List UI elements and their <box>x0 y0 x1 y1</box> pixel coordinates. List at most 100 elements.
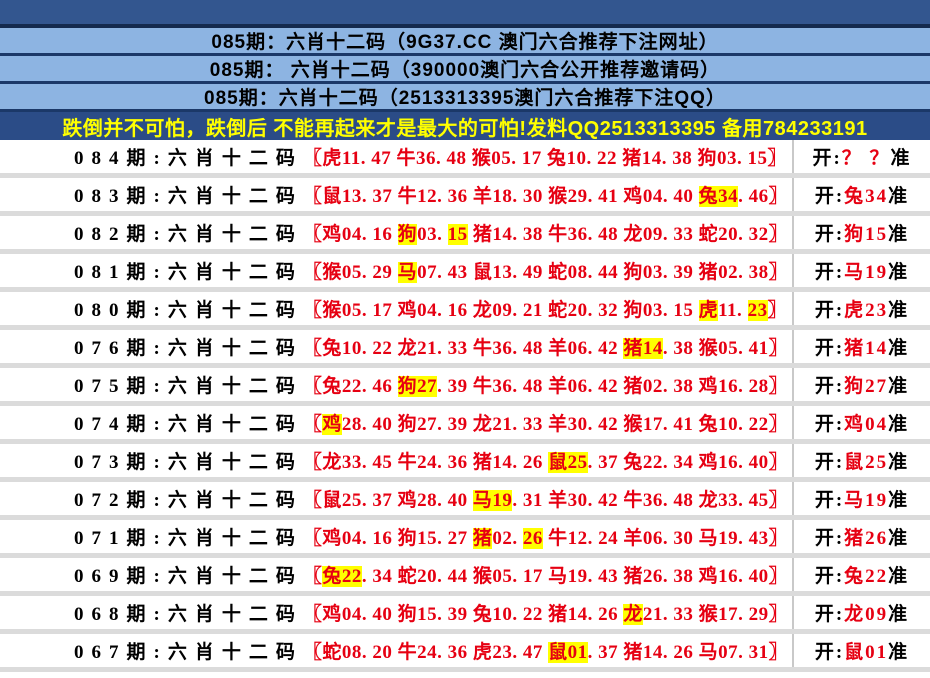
table-row: 067期:六肖十二码 〖蛇08. 20 牛24. 36 虎23. 47 鼠01. … <box>0 634 930 672</box>
row-period-label: 083期:六肖十二码 <box>74 186 303 207</box>
result-open-prefix: 开: <box>814 376 845 397</box>
result-accurate-suffix: 准 <box>888 528 910 549</box>
row-codes: 〖虎11. 47 牛36. 48 猴05. 17 兔10. 22 猪14. 38… <box>303 143 787 170</box>
result-open-prefix: 开: <box>812 148 842 169</box>
row-codes: 〖猴05. 17 鸡04. 16 龙09. 21 蛇20. 32 狗03. 15… <box>303 295 787 322</box>
code-segment-highlight: 马 <box>397 262 418 283</box>
table-row: 072期:六肖十二码 〖鼠25. 37 鸡28. 40 马19. 31 羊30. … <box>0 482 930 520</box>
result-accurate-suffix: 准 <box>888 566 910 587</box>
row-result: 开: 龙09 准 <box>794 596 930 629</box>
code-segment-highlight: 15 <box>447 224 468 245</box>
code-segment: . 38 猴05. 41〗 <box>662 338 789 359</box>
header-text: 085期：六肖十二码（9G37.CC 澳门六合推荐下注网址） <box>211 32 719 53</box>
result-value: 鼠01 <box>844 642 889 663</box>
result-open-prefix: 开: <box>814 452 845 473</box>
row-prediction: 081期:六肖十二码 〖猴05. 29 马07. 43 鼠13. 49 蛇08. … <box>0 254 794 287</box>
table-row: 083期:六肖十二码 〖鼠13. 37 牛12. 36 羊18. 30 猴29. … <box>0 178 930 216</box>
code-segment: . 37 猪14. 26 马07. 31〗 <box>587 642 789 663</box>
result-value: 猪14 <box>844 338 889 359</box>
result-value: ？ ？ <box>841 148 891 169</box>
row-period-label: 076期:六肖十二码 <box>74 338 303 359</box>
row-codes: 〖鼠13. 37 牛12. 36 羊18. 30 猴29. 41 鸡04. 40… <box>303 181 788 208</box>
code-segment: 07. 43 鼠13. 49 蛇08. 44 狗03. 39 猪02. 38〗 <box>417 262 789 283</box>
row-result: 开: 猪14 准 <box>794 330 930 363</box>
row-period-label: 071期:六肖十二码 <box>74 528 303 549</box>
row-period-label: 081期:六肖十二码 <box>74 262 303 283</box>
row-period-label: 080期:六肖十二码 <box>74 300 303 321</box>
result-accurate-suffix: 准 <box>888 186 910 207</box>
row-result: 开:？ ？准 <box>794 140 930 173</box>
code-segment: 〖鼠25. 37 鸡28. 40 <box>302 490 473 511</box>
row-result: 开: 鸡04 准 <box>794 406 930 439</box>
notice-banner: 跌倒并不可怕，跌倒后 不能再起来才是最大的可怕!发料QQ2513313395 备… <box>0 112 930 140</box>
table-row: 082期:六肖十二码 〖鸡04. 16 狗03. 15 猪14. 38 牛36. … <box>0 216 930 254</box>
code-segment-highlight: 龙 <box>623 604 643 625</box>
code-segment: 牛12. 24 羊06. 30 马19. 43〗 <box>542 528 789 549</box>
row-codes: 〖兔22. 46 狗27. 39 牛36. 48 羊06. 42 猪02. 38… <box>303 371 788 398</box>
code-segment: 〖 <box>302 566 323 587</box>
code-segment-highlight: 猪 <box>472 528 493 549</box>
result-accurate-suffix: 准 <box>890 148 912 169</box>
code-segment-highlight: 狗 <box>397 224 418 245</box>
header-row-invite-code: 085期： 六肖十二码（390000澳门六合公开推荐邀请码） <box>0 56 930 84</box>
row-prediction: 080期:六肖十二码 〖猴05. 17 鸡04. 16 龙09. 21 蛇20. … <box>0 292 794 325</box>
table-row: 071期:六肖十二码 〖鸡04. 16 狗15. 27 猪02. 26 牛12. … <box>0 520 930 558</box>
code-segment: 〖蛇08. 20 牛24. 36 虎23. 47 <box>302 642 549 663</box>
code-segment: 〖虎11. 47 牛36. 48 猴05. 17 兔10. 22 猪14. 38… <box>302 148 788 169</box>
result-accurate-suffix: 准 <box>888 262 910 283</box>
row-result: 开: 鼠25 准 <box>794 444 930 477</box>
result-accurate-suffix: 准 <box>888 642 910 663</box>
code-segment: . 31 羊30. 42 牛36. 48 龙33. 45〗 <box>512 490 789 511</box>
code-segment: . 34 蛇20. 44 猴05. 17 马19. 43 猪26. 38 鸡16… <box>361 566 789 587</box>
table-row: 069期:六肖十二码 〖兔22. 34 蛇20. 44 猴05. 17 马19. … <box>0 558 930 596</box>
result-open-prefix: 开: <box>814 186 845 207</box>
table-row: 074期:六肖十二码 〖鸡28. 40 狗27. 39 龙21. 33 羊30. … <box>0 406 930 444</box>
code-segment-highlight: 鼠01 <box>548 642 588 663</box>
row-codes: 〖兔22. 34 蛇20. 44 猴05. 17 马19. 43 猪26. 38… <box>303 561 788 588</box>
result-accurate-suffix: 准 <box>888 414 910 435</box>
row-codes: 〖蛇08. 20 牛24. 36 虎23. 47 鼠01. 37 猪14. 26… <box>303 637 788 664</box>
row-codes: 〖鸡28. 40 狗27. 39 龙21. 33 羊30. 42 猴17. 41… <box>303 409 788 436</box>
row-codes: 〖鸡04. 16 狗03. 15 猪14. 38 牛36. 48 龙09. 33… <box>303 219 788 246</box>
result-accurate-suffix: 准 <box>888 490 910 511</box>
code-segment: 〖 <box>302 414 323 435</box>
result-value: 兔34 <box>844 186 889 207</box>
row-period-label: 067期:六肖十二码 <box>74 642 303 663</box>
row-result: 开: 猪26 准 <box>794 520 930 553</box>
code-segment-highlight: 兔22 <box>322 566 362 587</box>
result-accurate-suffix: 准 <box>888 452 910 473</box>
code-segment: 11. <box>718 300 748 321</box>
result-accurate-suffix: 准 <box>888 338 910 359</box>
result-open-prefix: 开: <box>814 338 845 359</box>
header-row-site-url: 085期：六肖十二码（9G37.CC 澳门六合推荐下注网址） <box>0 28 930 56</box>
table-row: 084期:六肖十二码 〖虎11. 47 牛36. 48 猴05. 17 兔10. … <box>0 140 930 178</box>
table-row: 080期:六肖十二码 〖猴05. 17 鸡04. 16 龙09. 21 蛇20. … <box>0 292 930 330</box>
result-value: 虎23 <box>844 300 889 321</box>
code-segment: . 46〗 <box>738 186 789 207</box>
code-segment: 〖兔22. 46 <box>302 376 398 397</box>
code-segment: 02. <box>492 528 523 549</box>
row-codes: 〖兔10. 22 龙21. 33 牛36. 48 羊06. 42 猪14. 38… <box>303 333 788 360</box>
result-value: 马19 <box>844 490 889 511</box>
result-value: 鸡04 <box>844 414 889 435</box>
result-value: 鼠25 <box>844 452 889 473</box>
row-prediction: 071期:六肖十二码 〖鸡04. 16 狗15. 27 猪02. 26 牛12. … <box>0 520 794 553</box>
code-segment: 〖鸡04. 16 <box>302 224 398 245</box>
row-prediction: 084期:六肖十二码 〖虎11. 47 牛36. 48 猴05. 17 兔10. … <box>0 140 794 173</box>
code-segment-highlight: 狗27 <box>397 376 438 397</box>
row-result: 开: 兔34 准 <box>794 178 930 211</box>
row-result: 开: 马19 准 <box>794 254 930 287</box>
row-codes: 〖猴05. 29 马07. 43 鼠13. 49 蛇08. 44 狗03. 39… <box>303 257 788 284</box>
header-row-qq: 085期：六肖十二码（2513313395澳门六合推荐下注QQ） <box>0 84 930 112</box>
header-text: 085期： 六肖十二码（390000澳门六合公开推荐邀请码） <box>209 60 721 81</box>
row-period-label: 074期:六肖十二码 <box>74 414 303 435</box>
code-segment: 〗 <box>767 300 788 321</box>
code-segment: 21. 33 猴17. 29〗 <box>642 604 789 625</box>
row-period-label: 068期:六肖十二码 <box>74 604 303 625</box>
code-segment: . 39 牛36. 48 羊06. 42 猪02. 38 鸡16. 28〗 <box>437 376 789 397</box>
row-codes: 〖龙33. 45 牛24. 36 猪14. 26 鼠25. 37 兔22. 34… <box>303 447 788 474</box>
result-accurate-suffix: 准 <box>888 604 910 625</box>
row-prediction: 075期:六肖十二码 〖兔22. 46 狗27. 39 牛36. 48 羊06. … <box>0 368 794 401</box>
row-codes: 〖鸡04. 16 狗15. 27 猪02. 26 牛12. 24 羊06. 30… <box>303 523 788 550</box>
code-segment: 〖猴05. 29 <box>302 262 398 283</box>
